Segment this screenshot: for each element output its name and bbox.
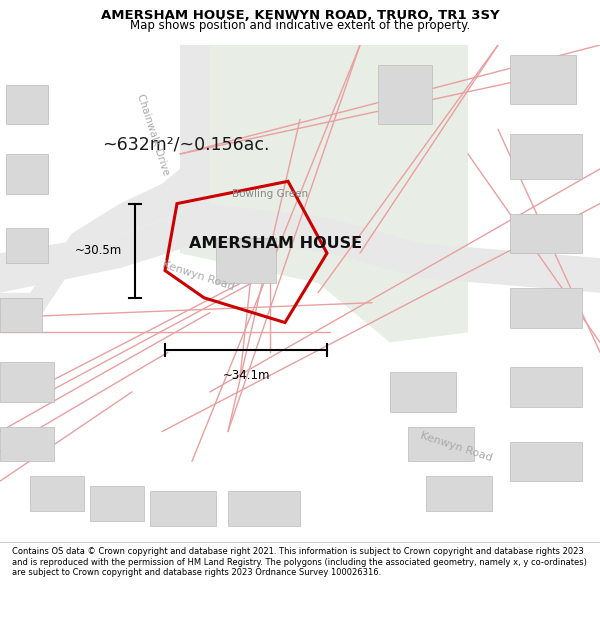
- Polygon shape: [180, 45, 468, 342]
- Polygon shape: [30, 476, 84, 511]
- Polygon shape: [150, 491, 216, 526]
- Polygon shape: [0, 45, 210, 332]
- Polygon shape: [216, 238, 276, 283]
- Polygon shape: [510, 214, 582, 253]
- Text: AMERSHAM HOUSE: AMERSHAM HOUSE: [190, 236, 362, 251]
- Text: Map shows position and indicative extent of the property.: Map shows position and indicative extent…: [130, 19, 470, 31]
- Text: ~632m²/~0.156ac.: ~632m²/~0.156ac.: [102, 135, 269, 153]
- Polygon shape: [6, 154, 48, 194]
- Polygon shape: [426, 476, 492, 511]
- Polygon shape: [390, 372, 456, 412]
- Polygon shape: [0, 298, 42, 332]
- Polygon shape: [510, 367, 582, 407]
- Polygon shape: [228, 491, 300, 526]
- Text: Bowling Green: Bowling Green: [232, 189, 308, 199]
- Polygon shape: [0, 427, 54, 461]
- Text: ~34.1m: ~34.1m: [222, 369, 270, 382]
- Polygon shape: [408, 427, 474, 461]
- Polygon shape: [378, 65, 432, 124]
- Text: Kenwyn Road: Kenwyn Road: [161, 259, 235, 292]
- Polygon shape: [6, 84, 48, 124]
- Text: Contains OS data © Crown copyright and database right 2021. This information is : Contains OS data © Crown copyright and d…: [12, 548, 587, 577]
- Polygon shape: [510, 134, 582, 179]
- Polygon shape: [6, 228, 48, 263]
- Text: Kenwyn Road: Kenwyn Road: [419, 430, 493, 463]
- Polygon shape: [510, 55, 576, 104]
- Polygon shape: [0, 204, 600, 292]
- Polygon shape: [510, 288, 582, 328]
- Polygon shape: [510, 441, 582, 481]
- Text: ~30.5m: ~30.5m: [74, 244, 122, 257]
- Polygon shape: [0, 362, 54, 402]
- Text: AMERSHAM HOUSE, KENWYN ROAD, TRURO, TR1 3SY: AMERSHAM HOUSE, KENWYN ROAD, TRURO, TR1 …: [101, 9, 499, 22]
- Text: Chainwalk Drive: Chainwalk Drive: [135, 92, 171, 176]
- Polygon shape: [90, 486, 144, 521]
